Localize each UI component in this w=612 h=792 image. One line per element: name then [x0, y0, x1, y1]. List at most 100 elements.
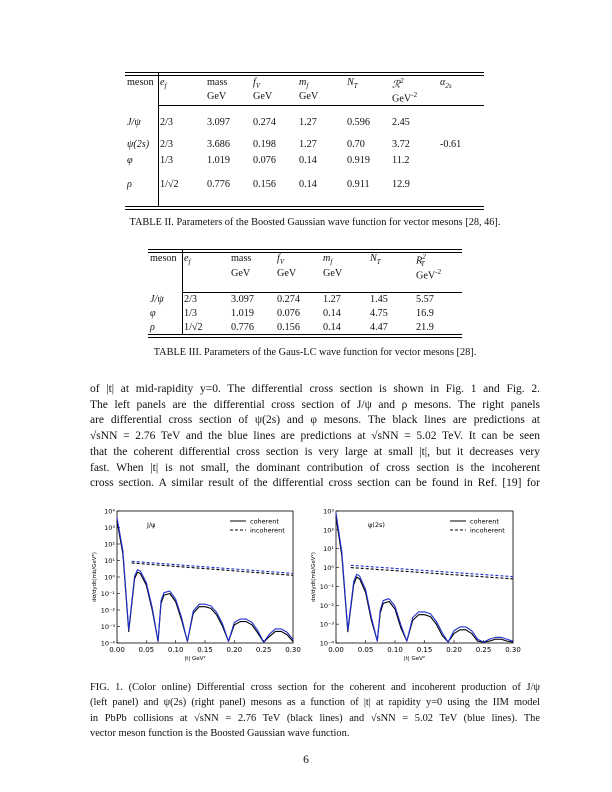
y-tick-label: 10⁻³ [320, 621, 335, 629]
table-top-rule [125, 72, 484, 73]
table-header-cell: NT [347, 77, 358, 91]
y-tick-label: 10⁻³ [101, 623, 116, 631]
series-coherent-2.76TeV [335, 516, 514, 643]
table-cell: 5.57 [416, 294, 434, 305]
table-cell: 1/3 [184, 308, 198, 319]
paragraph-line: are differential cross section of ψ(2s) … [90, 414, 540, 427]
y-axis-label: dσ/dydt(mb/GeV²) [91, 552, 98, 602]
paragraph-line: The left panels are the differential cro… [90, 398, 540, 411]
x-tick-label: 0.20 [227, 646, 243, 654]
table-cell: 16.9 [416, 308, 434, 319]
figure-caption: FIG. 1. (Color online) Differential cros… [90, 680, 540, 742]
table-cell: 1/3 [160, 155, 174, 166]
table-cell: 0.156 [277, 322, 300, 333]
table-unit-cell: GeV [299, 91, 319, 102]
caption-line: in PbPb collisions at √sNN = 2.76 TeV (b… [90, 712, 540, 724]
table-row-label: φ [150, 308, 156, 319]
panel-label: ψ(2s) [368, 521, 385, 529]
table-vertical-rule [158, 72, 159, 207]
table-row-label: J/ψ [127, 117, 141, 128]
y-tick-label: 10³ [323, 508, 334, 516]
y-tick-label: 10⁻² [320, 602, 335, 610]
panel-label: J/ψ [146, 521, 155, 529]
table-cell: -0.61 [440, 139, 462, 150]
table-cell: 12.9 [392, 179, 410, 190]
page-number: 6 [303, 754, 309, 766]
table-cell: 0.919 [347, 155, 370, 166]
y-tick-label: 10³ [104, 524, 115, 532]
table-header-cell: ef [160, 77, 167, 91]
series-coherent-5.02TeV [116, 517, 294, 643]
table-cell: 0.14 [323, 308, 341, 319]
series-incoherent-5.02TeV [350, 564, 514, 578]
x-tick-label: 0.00 [328, 646, 344, 654]
y-tick-label: 10⁻² [101, 607, 116, 615]
x-axis-label: |t| GeV² [184, 655, 205, 662]
x-tick-label: 0.30 [505, 646, 521, 654]
y-tick-label: 10⁻⁴ [101, 640, 116, 648]
y-tick-label: 10¹ [323, 545, 334, 553]
table-bottom-rule [148, 337, 462, 338]
y-tick-label: 10⁰ [104, 574, 115, 582]
table-row-label: ρ [150, 322, 155, 333]
table-cell: 1.27 [323, 294, 341, 305]
y-tick-label: 10⁻¹ [320, 583, 335, 591]
body-paragraph: of |t| at mid-rapidity y=0. The differen… [90, 382, 540, 492]
table-cell: 2/3 [160, 139, 174, 150]
x-tick-label: 0.30 [285, 646, 301, 654]
table-unit-cell: GeV [253, 91, 273, 102]
table-header-cell: fV [253, 77, 261, 91]
table-cell: 21.9 [416, 322, 434, 333]
table-cell: 1.45 [370, 294, 388, 305]
table-cell: 4.47 [370, 322, 388, 333]
table-cell: 1/√2 [160, 179, 179, 190]
table-header-cell: mass [231, 253, 252, 264]
series-incoherent-2.76TeV [350, 567, 514, 580]
x-tick-label: 0.20 [446, 646, 462, 654]
series-coherent-5.02TeV [335, 512, 514, 643]
table-header-cell: fV [277, 253, 285, 267]
x-tick-label: 0.15 [417, 646, 433, 654]
table-row-label: ψ(2s) [127, 139, 150, 150]
table-cell: 2/3 [184, 294, 198, 305]
table-unit-cell: GeV-2 [416, 268, 442, 282]
table-cell: 0.198 [253, 139, 276, 150]
table-cell: 3.686 [207, 139, 230, 150]
x-tick-label: 0.25 [256, 646, 272, 654]
table-header-rule [182, 292, 462, 293]
table-cell: 1.019 [207, 155, 230, 166]
y-tick-label: 10⁴ [104, 508, 115, 516]
caption-line: vector meson function is the Boosted Gau… [90, 728, 350, 740]
table-cell: 0.70 [347, 139, 365, 150]
table-cell: 0.14 [299, 179, 317, 190]
table-header-cell: R2T [416, 253, 426, 269]
table-cell: 0.076 [277, 308, 300, 319]
x-axis-label: |t| GeV² [404, 655, 425, 662]
table-cell: 1.019 [231, 308, 254, 319]
table-unit-cell: GeV [323, 268, 343, 279]
table-cell: 0.596 [347, 117, 370, 128]
table-bottom-rule [125, 206, 484, 207]
table-header-cell: mf [323, 253, 333, 267]
paragraph-line: of |t| at mid-rapidity y=0. The differen… [90, 383, 540, 395]
table-header-cell: ef [184, 253, 191, 267]
series-incoherent-2.76TeV [131, 562, 294, 576]
table-header-rule [158, 105, 484, 106]
table-top-rule [148, 252, 462, 253]
table-vertical-rule [182, 249, 183, 335]
y-tick-label: 10⁻⁴ [320, 640, 335, 648]
table-unit-cell: GeV [231, 268, 251, 279]
legend-label-incoherent: incoherent [250, 527, 285, 535]
legend-label-coherent: coherent [250, 518, 279, 526]
table-header-cell: mf [299, 77, 309, 91]
figure-1: 0.00 0.05 0.10 0.15 0.20 0.25 0.30 10⁴ 10³ 10² 10¹… [91, 508, 521, 663]
table-top-rule [148, 249, 462, 250]
x-tick-label: 0.00 [109, 646, 125, 654]
table-cell: 3.097 [231, 294, 254, 305]
x-tick-label: 0.10 [387, 646, 403, 654]
table-unit-cell: GeV [277, 268, 297, 279]
table-cell: 2.45 [392, 117, 410, 128]
table-cell: 0.776 [231, 322, 254, 333]
table-cell: 0.156 [253, 179, 276, 190]
table-unit-cell: GeV [207, 91, 227, 102]
